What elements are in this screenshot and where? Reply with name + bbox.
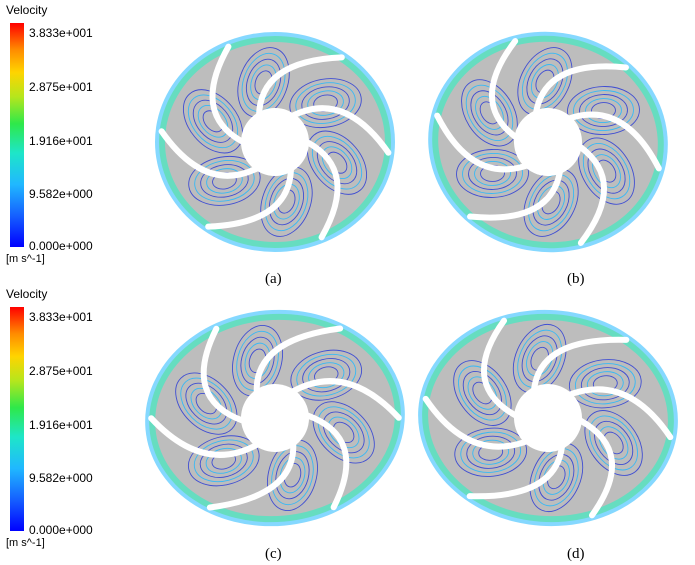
legend-title: Velocity <box>6 3 48 17</box>
legend-tick-min: 0.000e+000 <box>29 523 93 537</box>
legend-tick-2: 2.875e+001 <box>29 364 93 378</box>
caption-b: (b) <box>567 271 585 287</box>
legend-unit: [m s^-1] <box>6 537 45 549</box>
caption-a: (a) <box>265 271 282 287</box>
colorbar <box>10 307 24 531</box>
legend-unit: [m s^-1] <box>6 253 45 265</box>
caption-d: (d) <box>567 546 585 562</box>
colorbar <box>10 23 24 247</box>
velocity-legend-bottom: Velocity 3.833e+001 2.875e+001 1.916e+00… <box>0 287 140 549</box>
legend-tick-4: 9.582e+000 <box>29 187 93 201</box>
legend-tick-min: 0.000e+000 <box>29 239 93 253</box>
caption-c: (c) <box>265 546 282 562</box>
legend-tick-3: 1.916e+001 <box>29 134 93 148</box>
legend-tick-4: 9.582e+000 <box>29 471 93 485</box>
impeller-panel-c <box>145 309 405 527</box>
impeller-panel-d <box>418 309 678 527</box>
legend-title: Velocity <box>6 287 48 301</box>
legend-tick-max: 3.833e+001 <box>29 310 93 324</box>
legend-tick-max: 3.833e+001 <box>29 26 93 40</box>
impeller-panel-a <box>155 32 395 252</box>
impeller-panel-b <box>428 31 668 253</box>
legend-tick-2: 2.875e+001 <box>29 80 93 94</box>
legend-tick-3: 1.916e+001 <box>29 418 93 432</box>
velocity-legend-top: Velocity 3.833e+001 2.875e+001 1.916e+00… <box>0 3 140 265</box>
